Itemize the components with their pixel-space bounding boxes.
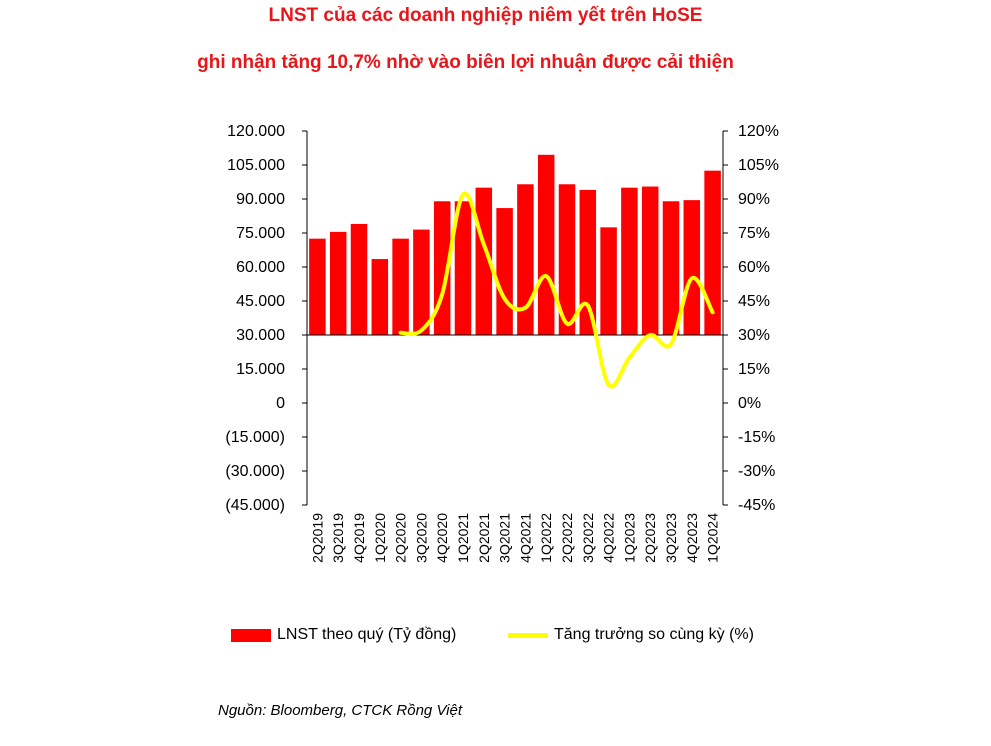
bar-4Q2021	[517, 184, 534, 335]
x-tick-label-2Q2023: 2Q2023	[642, 513, 658, 563]
bar-4Q2023	[683, 200, 701, 335]
x-tick-label-2Q2022: 2Q2022	[559, 513, 575, 563]
x-tick-label-2Q2021: 2Q2021	[476, 513, 492, 563]
x-tick-label-4Q2020: 4Q2020	[434, 513, 450, 563]
bar-3Q2020	[413, 229, 430, 335]
bar-1Q2022	[537, 154, 555, 335]
y-left-tick-label: 120.000	[227, 123, 285, 140]
bar-1Q2021	[454, 201, 472, 335]
y-left-tick-label: 90.000	[236, 191, 285, 208]
x-tick-label-4Q2022: 4Q2022	[601, 513, 617, 563]
y-left-tick-label: 45.000	[236, 293, 285, 310]
x-tick-label-3Q2022: 3Q2022	[580, 513, 596, 563]
bar-3Q2019	[329, 231, 347, 335]
legend-line-label: Tăng trưởng so cùng kỳ (%)	[554, 626, 754, 643]
y-left-tick-label: (15.000)	[225, 429, 285, 446]
chart-subtitle: ghi nhận tăng 10,7% nhờ vào biên lợi nhu…	[197, 52, 734, 73]
y-right-tick-label: 120%	[738, 123, 779, 140]
y-right-tick-label: -30%	[738, 463, 775, 480]
y-right-tick-label: 0%	[738, 395, 761, 412]
x-tick-label-3Q2019: 3Q2019	[330, 513, 346, 563]
y-left-tick-label: 105.000	[227, 157, 285, 174]
chart-title: LNST của các doanh nghiệp niêm yết trên …	[268, 5, 703, 26]
x-tick-label-2Q2020: 2Q2020	[393, 513, 409, 563]
x-tick-label-1Q2020: 1Q2020	[372, 513, 388, 563]
x-tick-label-4Q2019: 4Q2019	[351, 513, 367, 563]
x-tick-label-4Q2023: 4Q2023	[684, 513, 700, 563]
bar-1Q2023	[621, 187, 638, 335]
x-tick-label-2Q2019: 2Q2019	[309, 513, 325, 563]
y-right-tick-label: -15%	[738, 429, 775, 446]
y-left-tick-label: (30.000)	[225, 463, 285, 480]
y-right-tick-label: -45%	[738, 497, 775, 514]
x-tick-label-1Q2022: 1Q2022	[538, 513, 554, 563]
y-left-tick-label: (45.000)	[225, 497, 285, 514]
legend-line: Tăng trưởng so cùng kỳ (%)	[508, 626, 754, 644]
y-right-tick-label: 60%	[738, 259, 770, 276]
y-left-tick-label: 60.000	[236, 259, 285, 276]
y-right-tick-label: 15%	[738, 361, 770, 378]
legend-bars: LNST theo quý (Tỷ đồng)	[231, 626, 456, 644]
bar-1Q2024	[704, 170, 721, 335]
bar-2Q2019	[309, 238, 326, 335]
y-right-tick-label: 90%	[738, 191, 770, 208]
x-tick-label-1Q2024: 1Q2024	[705, 513, 721, 563]
y-right-tick-label: 105%	[738, 157, 779, 174]
bar-2Q2022	[558, 184, 576, 335]
x-tick-label-4Q2021: 4Q2021	[517, 513, 533, 563]
bar-3Q2022	[579, 189, 597, 335]
y-left-tick-label: 30.000	[236, 327, 285, 344]
x-tick-label-3Q2021: 3Q2021	[497, 513, 513, 563]
y-right-tick-label: 75%	[738, 225, 770, 242]
x-tick-label-1Q2021: 1Q2021	[455, 513, 471, 563]
y-right-tick-label: 45%	[738, 293, 770, 310]
source-note: Nguồn: Bloomberg, CTCK Rồng Việt	[218, 702, 463, 719]
x-tick-label-3Q2023: 3Q2023	[663, 513, 679, 563]
legend-bar-swatch	[231, 628, 271, 642]
bar-3Q2021	[496, 208, 513, 335]
y-left-tick-label: 0	[276, 395, 285, 412]
y-left-tick-label: 15.000	[236, 361, 285, 378]
bar-3Q2023	[662, 201, 680, 335]
bar-2Q2023	[641, 186, 659, 335]
legend-line-swatch	[508, 632, 548, 638]
bar-4Q2022	[600, 227, 617, 335]
x-tick-label-3Q2020: 3Q2020	[413, 513, 429, 563]
legend-bar-label: LNST theo quý (Tỷ đồng)	[277, 626, 457, 643]
y-left-tick-label: 75.000	[236, 225, 285, 242]
x-tick-label-1Q2023: 1Q2023	[621, 513, 637, 563]
bar-2Q2020	[392, 238, 409, 335]
growth-line	[398, 191, 715, 389]
bar-1Q2020	[371, 259, 389, 335]
y-right-tick-label: 30%	[738, 327, 770, 344]
bar-4Q2019	[350, 223, 368, 335]
